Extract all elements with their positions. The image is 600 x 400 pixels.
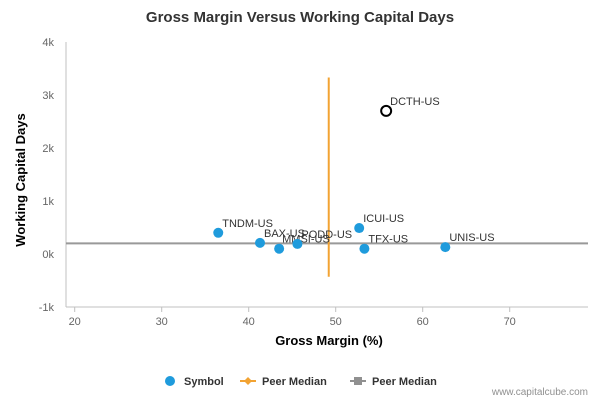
data-point: [440, 242, 451, 253]
point-label: UNIS-US: [449, 232, 494, 244]
point-label: DCTH-US: [390, 96, 440, 108]
y-tick-label: 1k: [42, 196, 54, 208]
y-tick-label: 2k: [42, 143, 54, 155]
y-tick-label: 4k: [42, 37, 54, 49]
x-tick-label: 40: [243, 316, 255, 328]
data-points: TNDM-USBAX-USMMSI-USPODD-USICUI-USTFX-US…: [213, 96, 495, 254]
legend-symbol-marker: [165, 376, 175, 386]
legend-square-marker: [354, 377, 362, 385]
x-tick-label: 20: [69, 316, 81, 328]
data-point: [255, 237, 266, 248]
legend-item-label: Symbol: [184, 376, 224, 388]
point-label: TFX-US: [368, 234, 408, 246]
x-tick-label: 60: [417, 316, 429, 328]
legend: Symbol Peer Median Peer Median: [165, 376, 437, 388]
axes: -1k 0k 1k 2k 3k 4k 20 30 40 50 60 70: [39, 37, 588, 328]
point-label: PODD-US: [301, 229, 352, 241]
legend-item-label: Peer Median: [372, 376, 437, 388]
peer-median-lines: [66, 77, 588, 277]
x-tick-label: 70: [504, 316, 516, 328]
data-point: [359, 243, 370, 254]
legend-item-label: Peer Median: [262, 376, 327, 388]
x-axis-title: Gross Margin (%): [275, 333, 383, 348]
point-label: ICUI-US: [363, 213, 404, 225]
x-tick-label: 50: [330, 316, 342, 328]
point-label: BAX-US: [264, 228, 305, 240]
data-point: [292, 238, 303, 249]
x-tick-label: 30: [156, 316, 168, 328]
point-label: TNDM-US: [222, 218, 273, 230]
highlight-point: [380, 104, 393, 117]
chart-title: Gross Margin Versus Working Capital Days: [146, 9, 454, 26]
data-point: [354, 223, 365, 234]
y-tick-label: -1k: [39, 302, 55, 314]
data-point: [274, 243, 285, 254]
data-point: [213, 227, 224, 238]
y-tick-label: 3k: [42, 90, 54, 102]
credit-link[interactable]: www.capitalcube.com: [491, 387, 588, 398]
y-axis-title: Working Capital Days: [13, 113, 28, 246]
legend-diamond-marker: [244, 377, 252, 385]
y-tick-label: 0k: [42, 249, 54, 261]
